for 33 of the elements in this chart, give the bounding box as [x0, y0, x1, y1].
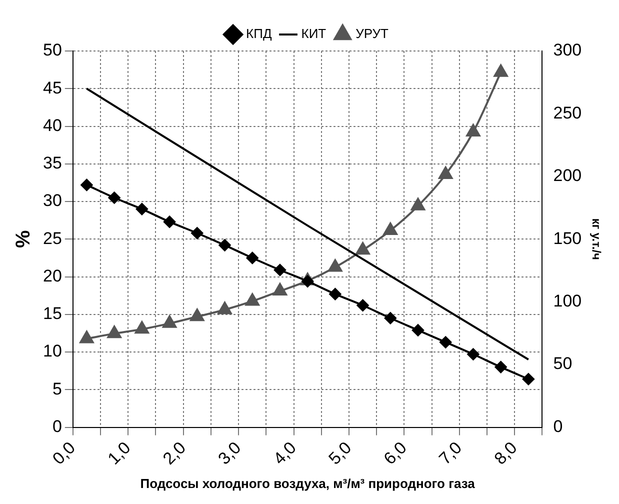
- y2-tick-label: 0: [553, 416, 563, 436]
- x-axis-title: Подсосы холодного воздуха, м³/м³ природного газа: [140, 476, 476, 491]
- legend-label: УРУТ: [356, 26, 389, 42]
- y-tick-label: 5: [52, 379, 62, 398]
- y-tick-label: 30: [42, 191, 62, 210]
- y2-tick-label: 200: [553, 166, 582, 186]
- x-tick-label: 6,0: [380, 438, 410, 468]
- y-tick-label: 25: [42, 228, 62, 248]
- y-tick-label: 45: [42, 78, 62, 98]
- x-tick-label: 4,0: [270, 438, 300, 468]
- y-tick-label: 10: [42, 342, 62, 361]
- y-tick-label: 20: [42, 266, 62, 286]
- x-tick-label: 7,0: [435, 438, 466, 468]
- y2-tick-label: 100: [553, 292, 582, 311]
- y2-tick-label: 150: [553, 228, 582, 248]
- x-tick-label: 2,0: [159, 438, 190, 468]
- y-tick-label: 40: [42, 116, 62, 135]
- legend-label: КПД: [246, 26, 272, 42]
- x-tick-label: 3,0: [214, 438, 245, 468]
- y2-tick-label: 250: [553, 103, 582, 122]
- y-tick-label: 0: [52, 416, 62, 436]
- x-tick-label: 1,0: [104, 438, 134, 468]
- x-tick-label: 5,0: [324, 438, 356, 468]
- y-tick-label: 50: [42, 40, 62, 60]
- y2-tick-label: 50: [553, 354, 572, 374]
- y-tick-label: 15: [42, 304, 62, 324]
- y2-axis-title: кг у.т./ч: [589, 218, 604, 260]
- x-tick-label: 8,0: [490, 438, 521, 468]
- y2-tick-label: 300: [553, 40, 582, 60]
- y-axis-title: %: [12, 230, 35, 248]
- y-tick-label: 35: [42, 154, 62, 173]
- legend-label: КИТ: [301, 26, 326, 42]
- x-tick-label: 0,0: [48, 438, 80, 468]
